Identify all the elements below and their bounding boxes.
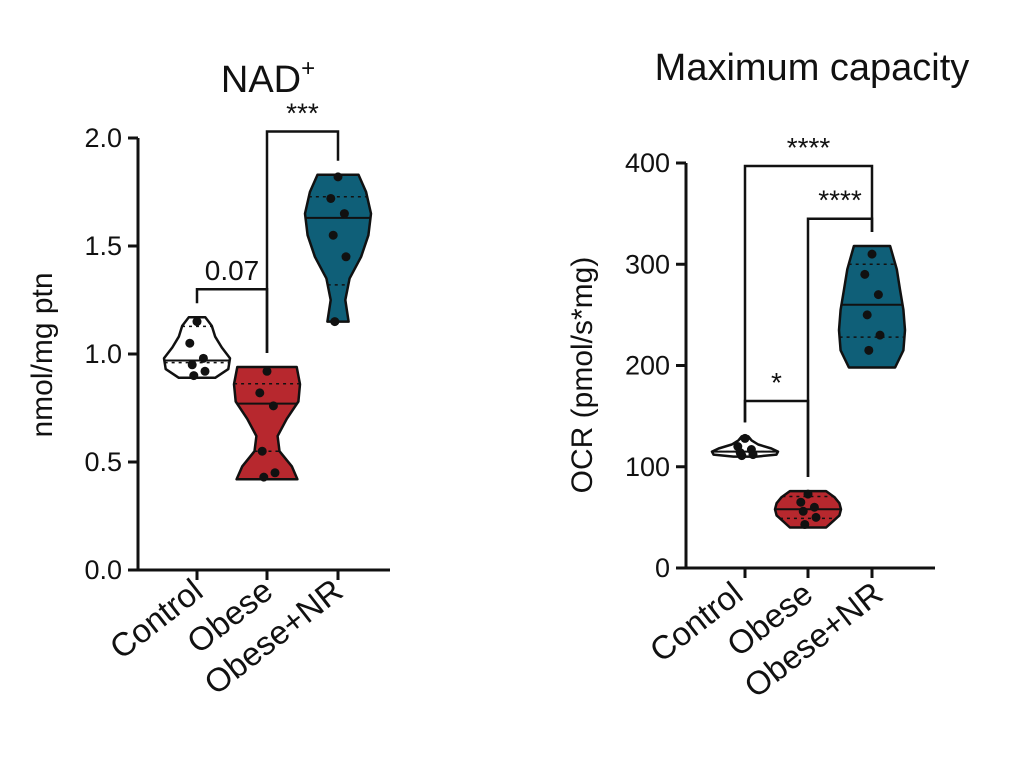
y-axis-label: nmol/mg ptn bbox=[26, 272, 59, 437]
y-tick-label: 200 bbox=[625, 351, 670, 381]
y-tick-label: 100 bbox=[625, 452, 670, 482]
chart-nad: NAD+ nmol/mg ptn 0.0 0.5 1.0 1.5 2.0 Control… bbox=[26, 55, 390, 702]
data-point bbox=[803, 489, 813, 499]
data-point bbox=[740, 433, 750, 443]
data-point bbox=[341, 252, 351, 262]
y-axis-label: OCR (pmol/s*mg) bbox=[566, 257, 599, 494]
data-point bbox=[330, 317, 340, 327]
data-point bbox=[875, 330, 885, 340]
y-tick-label: 1.5 bbox=[84, 231, 122, 261]
violins bbox=[162, 172, 373, 482]
significance-brackets: 0.07 *** bbox=[195, 98, 340, 353]
data-point bbox=[192, 317, 202, 327]
significance-brackets: ********* bbox=[743, 132, 874, 478]
data-point bbox=[867, 249, 877, 259]
y-tick-label: 300 bbox=[625, 249, 670, 279]
data-point bbox=[798, 506, 808, 516]
significance-label: **** bbox=[818, 185, 862, 216]
data-point bbox=[333, 172, 343, 182]
y-tick-label: 0.0 bbox=[84, 555, 122, 585]
significance-label: * bbox=[771, 367, 782, 398]
data-point bbox=[339, 209, 349, 219]
data-point bbox=[860, 269, 870, 279]
significance-bracket: *** bbox=[265, 98, 340, 353]
data-point bbox=[862, 310, 872, 320]
data-point bbox=[270, 468, 280, 478]
significance-bracket: **** bbox=[743, 132, 874, 423]
y-tick-label: 2.0 bbox=[84, 123, 122, 153]
data-point bbox=[187, 360, 197, 370]
violins bbox=[710, 244, 907, 529]
bracket-line bbox=[743, 164, 874, 423]
y-tick-label: 0.5 bbox=[84, 447, 122, 477]
data-point bbox=[864, 345, 874, 355]
significance-label: 0.07 bbox=[205, 255, 260, 286]
violin-obese-nr bbox=[837, 244, 907, 369]
data-point bbox=[809, 502, 819, 512]
data-point bbox=[200, 366, 210, 376]
data-point bbox=[328, 230, 338, 240]
violin-obese-nr bbox=[303, 172, 373, 327]
chart-title: Maximum capacity bbox=[655, 47, 970, 89]
violin-obese bbox=[232, 365, 302, 482]
chart-title: NAD+ bbox=[221, 55, 315, 101]
chart-maximum-capacity: Maximum capacity OCR (pmol/s*mg) 0 100 200… bbox=[566, 47, 969, 705]
x-category-label: Control bbox=[643, 574, 750, 669]
data-point bbox=[198, 353, 208, 363]
y-tick-label: 1.0 bbox=[84, 339, 122, 369]
x-category-label: Control bbox=[103, 571, 210, 666]
data-point bbox=[796, 497, 806, 507]
violin-control bbox=[162, 316, 232, 381]
bracket-line bbox=[743, 399, 810, 478]
data-point bbox=[873, 290, 883, 300]
y-tick-label: 0 bbox=[655, 553, 670, 583]
violin-control bbox=[710, 433, 780, 461]
y-ticks: 0.0 0.5 1.0 1.5 2.0 bbox=[84, 123, 138, 585]
y-ticks: 0 100 200 300 400 bbox=[625, 148, 686, 583]
y-tick-label: 400 bbox=[625, 148, 670, 178]
data-point bbox=[259, 472, 269, 482]
significance-label: *** bbox=[286, 98, 319, 129]
data-point bbox=[326, 193, 336, 203]
significance-label: **** bbox=[787, 132, 831, 163]
data-point bbox=[257, 446, 267, 456]
data-point bbox=[185, 338, 195, 348]
data-point bbox=[189, 371, 199, 381]
data-point bbox=[811, 512, 821, 522]
violin-obese bbox=[773, 489, 843, 529]
data-point bbox=[748, 450, 758, 460]
bracket-line bbox=[265, 130, 340, 353]
data-point bbox=[800, 519, 810, 529]
violin-body bbox=[232, 365, 302, 481]
data-point bbox=[262, 366, 272, 376]
data-point bbox=[268, 401, 278, 411]
data-point bbox=[737, 451, 747, 461]
significance-bracket: * bbox=[743, 367, 810, 478]
data-point bbox=[255, 388, 265, 398]
